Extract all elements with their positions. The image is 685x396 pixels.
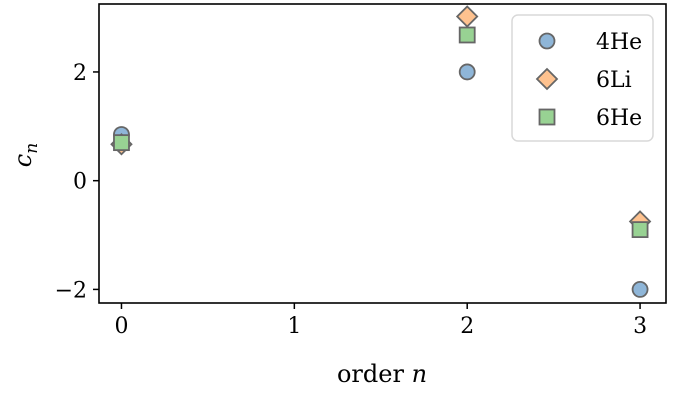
x-tick-label-1: 1 [287,314,301,339]
y-tick-label-2: 2 [73,61,87,86]
legend-label-6Li: 6Li [596,68,632,93]
point-6He-2 [631,221,649,239]
legend-marker-4He [538,32,556,50]
point-4He-2 [631,281,649,298]
x-tick-label-2: 2 [460,314,474,339]
y-tick-label-1: 0 [73,170,87,195]
x-axis-label: order n [337,360,427,388]
point-6Li-1 [455,5,479,28]
x-axis-ticks: 0 1 2 3 [114,303,647,339]
legend-marker-6He [538,108,556,126]
legend: 4He 6Li 6He [511,14,654,142]
legend-label-6He: 6He [596,106,642,131]
y-tick-label-0: −2 [55,278,87,303]
x-tick-label-3: 3 [633,314,647,339]
legend-marker-6Li [535,67,559,91]
data-points [110,5,652,298]
point-4He-1 [458,63,476,81]
x-tick-label-0: 0 [114,314,128,339]
legend-label-4He: 4He [596,30,642,55]
y-axis-label: cn [9,143,42,167]
legend-items: 4He 6Li 6He [535,30,642,131]
point-6He-0 [113,134,130,152]
y-axis-ticks: −2 0 2 [55,61,99,303]
point-6He-1 [458,26,476,44]
